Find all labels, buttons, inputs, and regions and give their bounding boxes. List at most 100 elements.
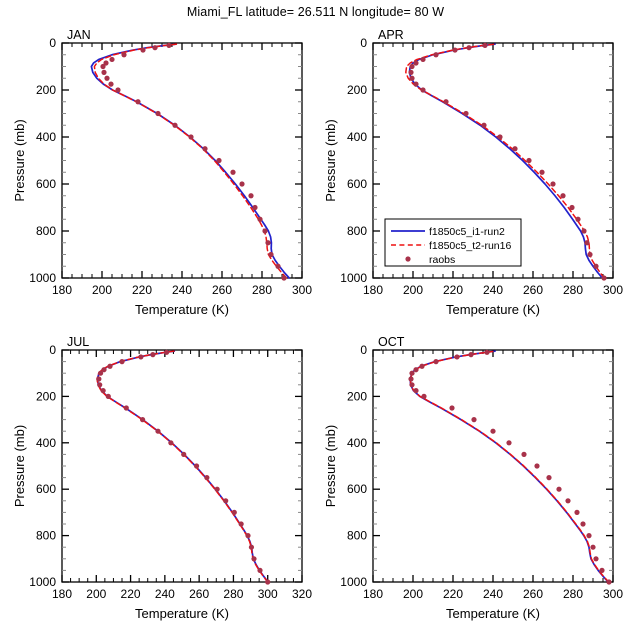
series-markers-raobs [96,349,271,585]
data-point [155,110,161,117]
data-point [107,363,113,369]
y-tick-label: 0 [360,36,367,50]
data-point [172,122,178,128]
data-point [138,354,144,360]
data-point [565,498,571,504]
y-tick-label: 1000 [340,271,367,285]
data-point [121,52,127,58]
data-point [539,169,545,175]
data-point [119,359,125,365]
x-tick-label: 280 [252,283,272,297]
data-point [139,417,146,423]
data-point [223,498,229,504]
data-point [166,42,172,48]
x-tick-label: 240 [155,587,175,601]
data-point [408,376,414,382]
panel-jan: JAN 180 200 220 240 260 280 300 0 200 400 600 800 100… [12,28,312,317]
data-point [257,216,263,222]
y-tick-label: 0 [360,343,367,357]
y-tick-label: 1000 [29,271,56,285]
data-point [420,56,426,63]
data-point [103,60,109,66]
y-axis-label: Pressure (mb) [323,119,338,201]
x-tick-label: 180 [363,587,383,601]
data-point [433,359,439,365]
data-point [433,52,439,58]
x-tick-label: 180 [52,283,72,297]
data-point [231,509,237,515]
data-point [593,556,599,562]
x-tick-label: 240 [172,283,192,297]
data-point [420,87,426,93]
y-tick-label: 400 [347,130,367,144]
data-point [108,81,114,87]
panel-label-jul: JUL [67,335,89,349]
data-point [230,169,236,175]
data-point [262,228,268,234]
data-point [471,417,477,423]
data-point [534,463,540,469]
y-tick-label: 1000 [29,575,56,589]
y-tick-label: 200 [36,389,56,403]
legend-swatch-marker [405,256,411,262]
data-point [115,87,121,93]
data-point [556,486,562,492]
y-tick-label: 400 [36,436,56,450]
x-tick-label: 180 [52,587,72,601]
data-point [587,251,593,258]
figure-title: Miami_FL latitude= 26.511 N longitude= 8… [186,5,445,19]
data-point [238,521,244,527]
data-point [409,63,415,70]
y-axis-label: Pressure (mb) [12,119,27,201]
x-tick-label: 200 [92,283,112,297]
data-point [575,216,581,222]
data-point [96,376,102,382]
data-point [248,193,254,199]
x-tick-label: 260 [212,283,232,297]
data-point [202,146,208,152]
data-point [550,181,556,187]
y-tick-label: 800 [36,529,56,543]
data-point [193,463,200,469]
data-point [101,69,107,75]
data-point [100,388,106,394]
data-point [526,157,532,164]
y-axis-label: Pressure (mb) [12,425,27,507]
data-point [181,451,187,457]
y-tick-label: 200 [36,83,56,97]
data-point [188,134,194,140]
data-point [482,42,488,48]
x-tick-label: 320 [292,587,312,601]
panel-jul: JUL 180 200 220 240 260 280 300 320 0 200 400 600 800… [12,335,312,621]
data-point [580,521,586,527]
x-tick-label: 260 [189,587,209,601]
data-point [97,382,103,388]
x-axis-label: Temperature (K) [446,606,540,621]
data-point [546,475,552,481]
x-tick-label: 240 [483,283,503,297]
x-tick-label: 200 [403,587,423,601]
x-tick-label: 220 [121,587,141,601]
data-point [245,533,251,539]
x-tick-label: 300 [603,283,623,297]
series-line-f1850c5_i1-run2 [96,350,269,583]
data-point [109,56,115,63]
data-point [413,388,419,394]
data-point [155,428,161,434]
y-tick-label: 800 [347,224,367,238]
data-point [599,567,605,574]
data-point [468,352,474,358]
panel-apr: APR 180 200 220 240 260 280 300 0 200 400 600 800 100… [323,28,623,317]
data-point [419,363,425,369]
data-point [150,352,156,358]
series-line-f1850c5_t2-run16 [409,350,610,583]
data-point [281,275,287,281]
data-point [490,428,496,434]
legend-label: f1850c5_i1-run2 [429,226,505,238]
data-point [512,146,518,152]
data-point [163,349,170,355]
data-point [586,533,592,539]
x-tick-label: 280 [223,587,243,601]
